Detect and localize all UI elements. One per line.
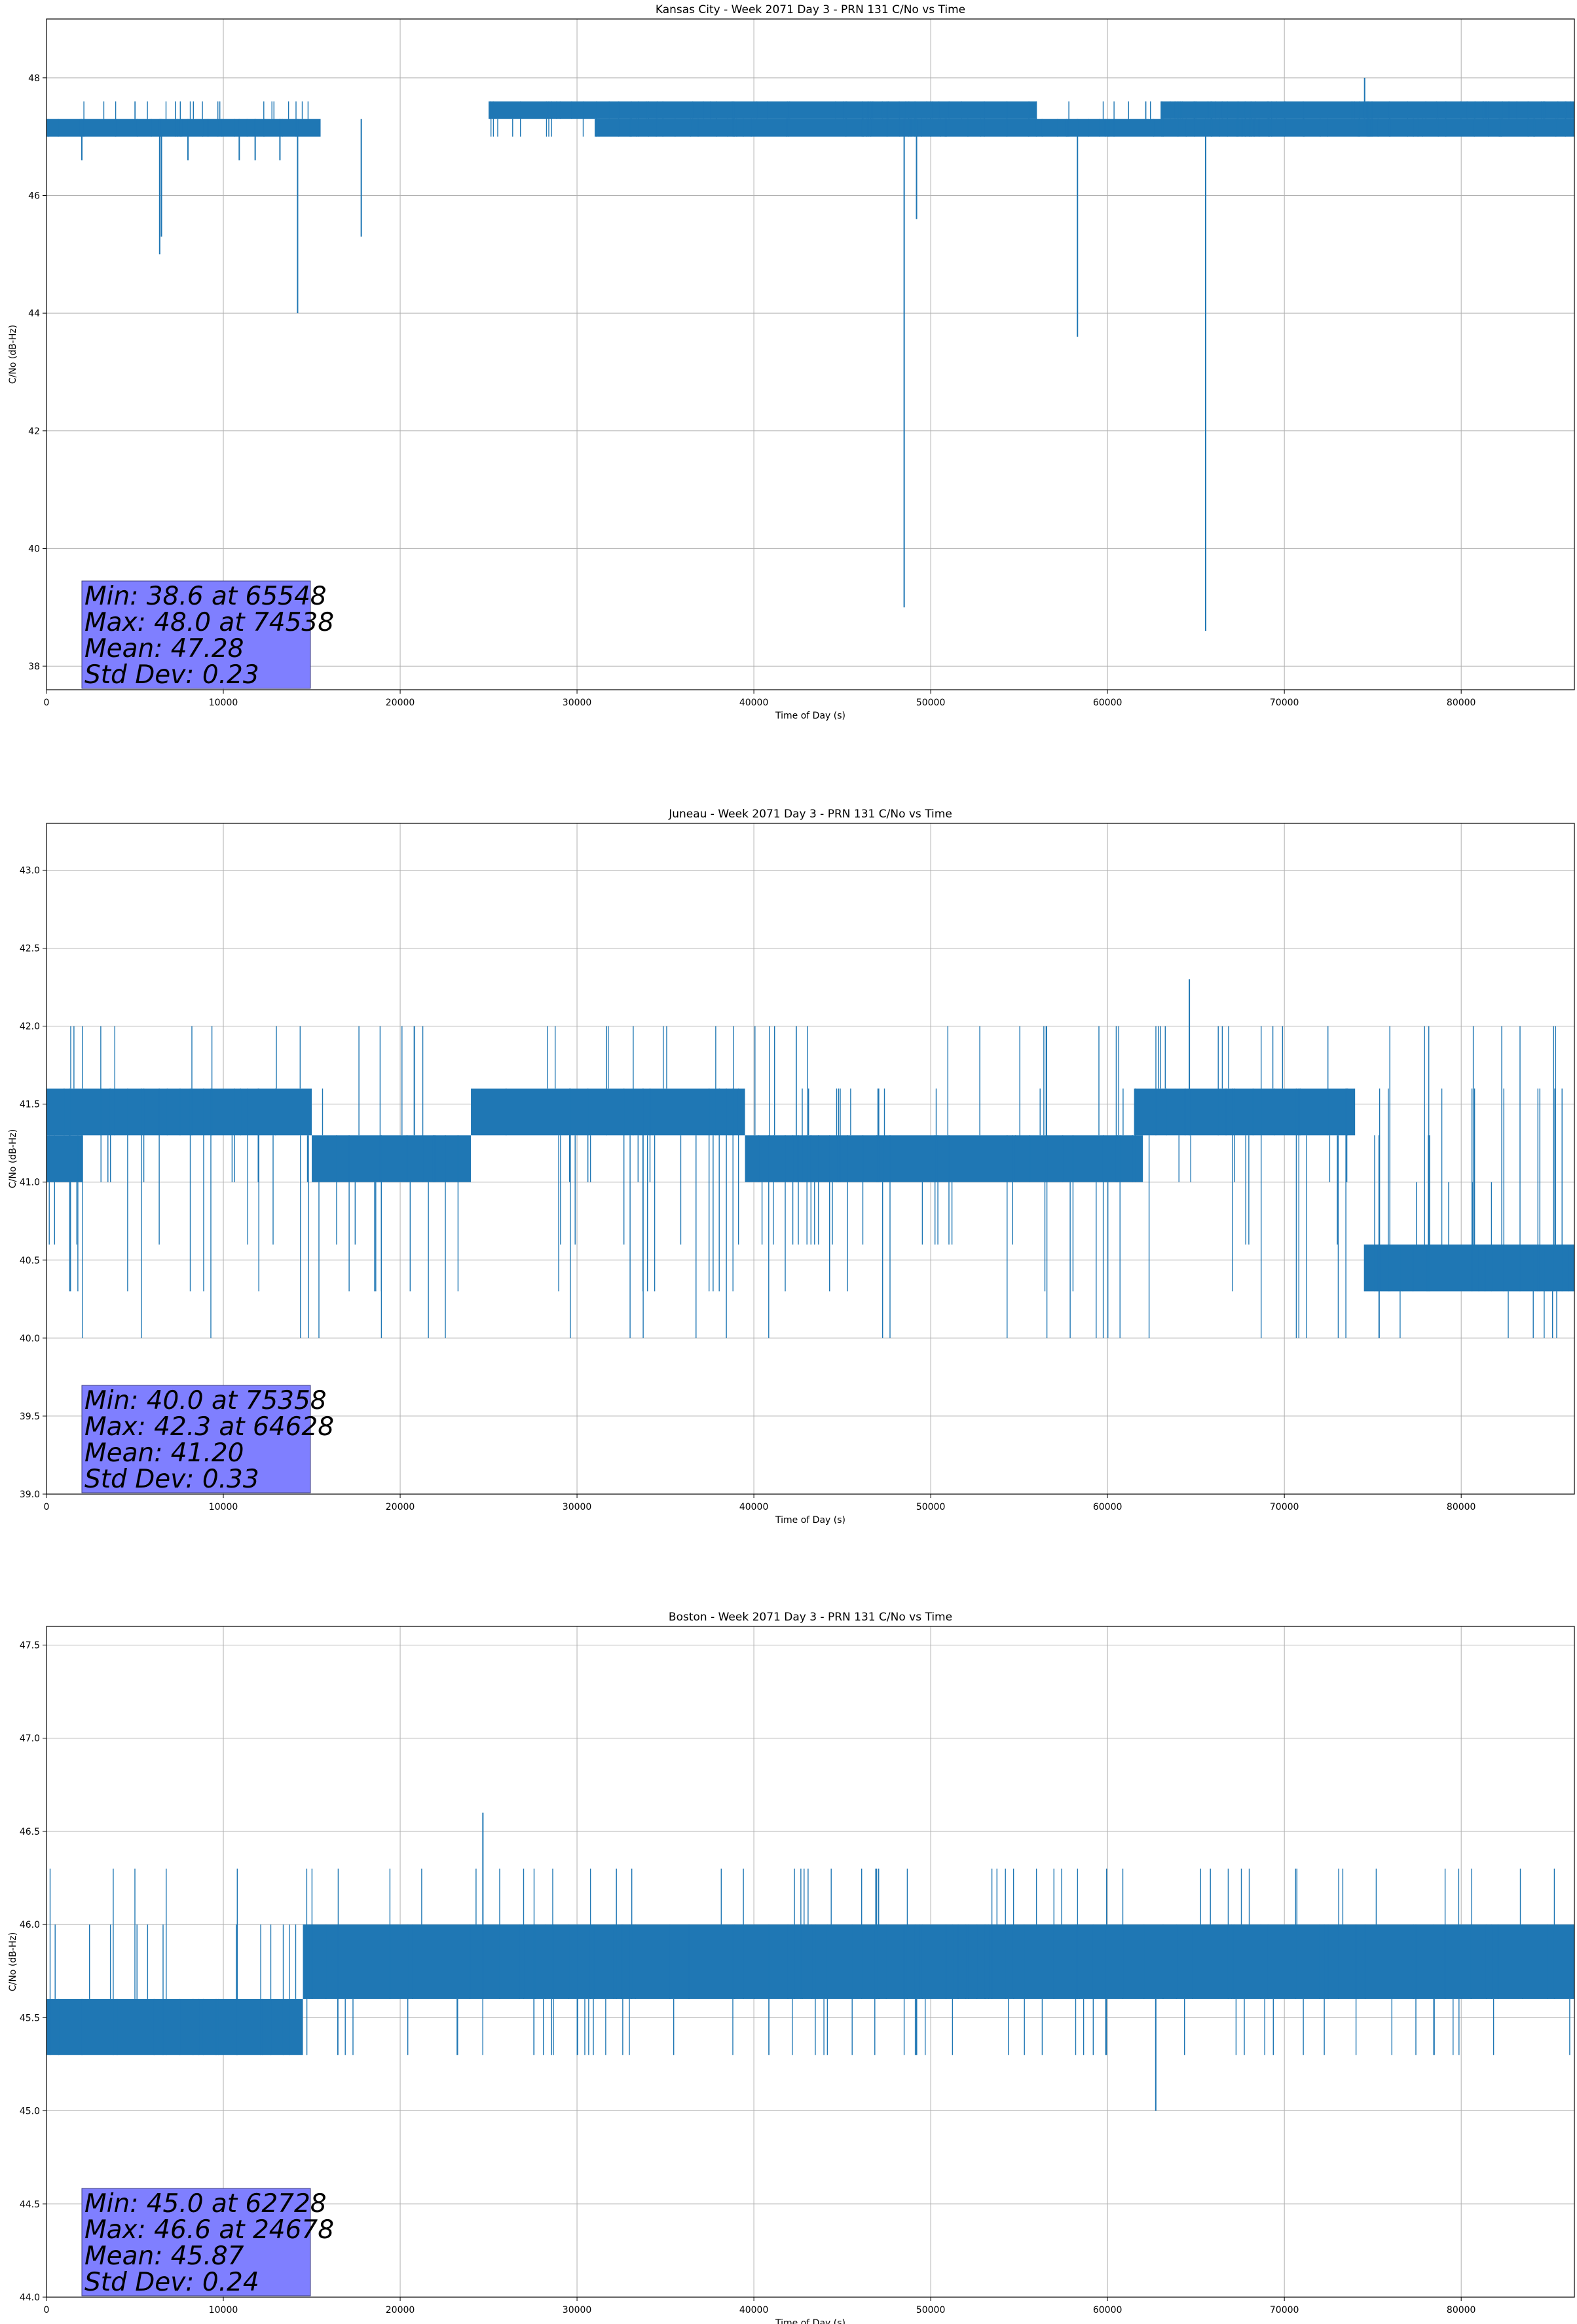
y-tick-label: 44.5	[20, 2200, 40, 2210]
y-tick-label: 40	[28, 544, 40, 554]
stats-mean: Mean: 47.28	[84, 634, 244, 664]
y-tick-label: 45.5	[20, 2013, 40, 2023]
subplot-2: 0 10000 20000 30000 40000 50000 60000 70000 8000…	[8, 808, 1575, 1526]
y-tick-label: 39.0	[20, 1490, 40, 1500]
stats-box	[81, 2188, 311, 2296]
x-tick-label: 70000	[1270, 1502, 1299, 1512]
data-band	[1134, 1088, 1356, 1136]
y-tick-label: 48	[28, 73, 40, 84]
data-band	[745, 1135, 1143, 1182]
y-tick-label: 42	[28, 426, 40, 437]
y-tick-label: 44.0	[20, 2293, 40, 2303]
data-band	[46, 1998, 303, 2055]
stats-std: Std Dev: 0.33	[84, 1465, 259, 1494]
x-tick-label: 20000	[386, 1502, 415, 1512]
data-band	[471, 1088, 745, 1136]
x-tick-label: 50000	[916, 1502, 946, 1512]
y-tick-label: 39.5	[20, 1412, 40, 1422]
plot-frame	[46, 823, 1575, 1495]
x-tick-label: 80000	[1447, 1502, 1476, 1512]
x-tick-label: 30000	[563, 698, 592, 708]
y-tick-label: 46.5	[20, 1827, 40, 1837]
x-tick-label: 40000	[739, 2305, 769, 2315]
y-tick-label: 42.0	[20, 1022, 40, 1032]
stats-mean: Mean: 41.20	[84, 1438, 244, 1468]
data-band	[303, 1924, 1574, 1999]
x-tick-label: 60000	[1093, 1502, 1122, 1512]
y-tick-label: 41.5	[20, 1100, 40, 1110]
stats-box	[81, 580, 311, 689]
data-band	[595, 119, 1574, 137]
x-tick-label: 0	[44, 1502, 50, 1512]
x-tick-label: 20000	[386, 2305, 415, 2315]
y-tick-label: 46	[28, 191, 40, 201]
y-tick-label: 45.0	[20, 2107, 40, 2117]
y-tick-label: 43.0	[20, 865, 40, 876]
x-tick-label: 10000	[209, 1502, 238, 1512]
y-tick-label: 38	[28, 662, 40, 672]
y-tick-label: 47.5	[20, 1640, 40, 1651]
y-tick-label: 44	[28, 309, 40, 319]
x-tick-label: 20000	[386, 698, 415, 708]
chart-title: Kansas City - Week 2071 Day 3 - PRN 131 …	[656, 3, 965, 16]
subplot-1: 0 10000 20000 30000 40000 50000 60000 70000 8000…	[8, 3, 1575, 721]
stats-max: Max: 48.0 at 74538	[84, 608, 334, 637]
chart-title: Juneau - Week 2071 Day 3 - PRN 131 C/No …	[668, 808, 952, 821]
data-band	[46, 119, 321, 137]
x-tick-label: 30000	[563, 2305, 592, 2315]
stats-min: Min: 45.0 at 62728	[84, 2189, 327, 2219]
y-tick-label: 47.0	[20, 1734, 40, 1744]
x-tick-label: 50000	[916, 2305, 946, 2315]
stats-std: Std Dev: 0.24	[84, 2268, 259, 2297]
subplot-3: 0 10000 20000 30000 40000 50000 60000 70000 8000…	[8, 1611, 1575, 2324]
x-tick-label: 40000	[739, 1502, 769, 1512]
stats-box	[81, 1385, 311, 1493]
stats-min: Min: 40.0 at 75358	[84, 1386, 327, 1415]
x-tick-label: 30000	[563, 1502, 592, 1512]
data-band	[312, 1135, 472, 1182]
stats-mean: Mean: 45.87	[84, 2241, 244, 2271]
data-band	[46, 1135, 83, 1182]
y-tick-label: 41.0	[20, 1178, 40, 1188]
stats-max: Max: 42.3 at 64628	[84, 1412, 334, 1442]
data-band	[46, 1088, 312, 1136]
y-tick-label: 42.5	[20, 944, 40, 954]
data-band	[489, 101, 1037, 119]
x-tick-label: 10000	[209, 698, 238, 708]
chart-title: Boston - Week 2071 Day 3 - PRN 131 C/No …	[669, 1611, 952, 1624]
y-axis-label: C/No (dB-Hz)	[8, 1932, 18, 1991]
y-tick-label: 46.0	[20, 1920, 40, 1930]
stats-std: Std Dev: 0.23	[84, 660, 259, 690]
x-tick-label: 80000	[1447, 698, 1476, 708]
plot-frame	[46, 1626, 1575, 2298]
stats-max: Max: 46.6 at 24678	[84, 2215, 334, 2245]
data-band	[1364, 1244, 1574, 1292]
x-tick-label: 60000	[1093, 698, 1122, 708]
y-tick-label: 40.5	[20, 1256, 40, 1266]
x-tick-label: 0	[44, 698, 50, 708]
x-tick-label: 60000	[1093, 2305, 1122, 2315]
y-tick-label: 40.0	[20, 1334, 40, 1344]
x-tick-label: 80000	[1447, 2305, 1476, 2315]
x-axis-label: Time of Day (s)	[775, 711, 845, 721]
x-axis-label: Time of Day (s)	[775, 2318, 845, 2324]
x-tick-label: 10000	[209, 2305, 238, 2315]
x-axis-label: Time of Day (s)	[775, 1515, 845, 1526]
y-axis-label: C/No (dB-Hz)	[8, 325, 18, 384]
x-tick-label: 70000	[1270, 2305, 1299, 2315]
x-tick-label: 0	[44, 2305, 50, 2315]
stats-min: Min: 38.6 at 65548	[84, 582, 327, 611]
series-line	[49, 1868, 1570, 2055]
x-tick-label: 40000	[739, 698, 769, 708]
y-axis-label: C/No (dB-Hz)	[8, 1129, 18, 1188]
x-tick-label: 50000	[916, 698, 946, 708]
x-tick-label: 70000	[1270, 698, 1299, 708]
plot-frame	[46, 18, 1575, 690]
